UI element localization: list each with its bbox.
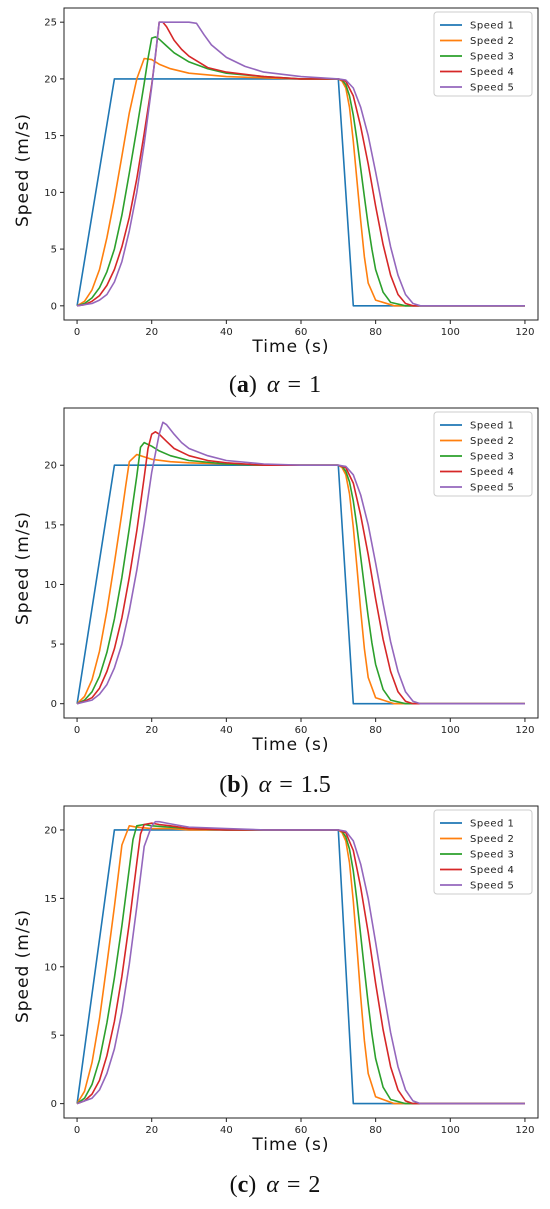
legend-label-3: Speed 3 — [470, 850, 514, 861]
chart-panel-c: 0 20 40 60 80 100 120 0 5 10 15 20 Time (s) Speed (m/… — [13, 805, 539, 1198]
x-tick-label: 20 — [145, 1125, 158, 1136]
x-axis-label: Time (s) — [251, 735, 329, 755]
legend-label-4: Speed 4 — [470, 865, 514, 876]
x-tick-label: 0 — [74, 327, 80, 338]
caption-equals: = — [279, 772, 293, 798]
x-axis-label: Time (s) — [251, 1135, 329, 1155]
x-axis-label: Time (s) — [251, 337, 329, 357]
legend-label-4: Speed 4 — [470, 467, 514, 478]
y-tick-label: 0 — [51, 301, 57, 312]
caption-paren-open: ( — [230, 1172, 238, 1198]
series-line-3 — [76, 36, 525, 307]
series-line-4 — [76, 822, 525, 1105]
y-tick-label: 0 — [51, 1099, 57, 1110]
series-line-5 — [76, 820, 525, 1105]
legend-label-5: Speed 5 — [470, 881, 514, 892]
x-tick-label: 120 — [515, 1125, 534, 1136]
legend: Speed 1 Speed 2 Speed 3 Speed 4 Speed 5 — [433, 411, 533, 497]
legend-box — [433, 809, 533, 895]
y-tick-label: 5 — [51, 245, 57, 256]
legend-label-1: Speed 1 — [470, 819, 514, 830]
y-tick-label: 15 — [44, 894, 57, 905]
legend-label-2: Speed 2 — [470, 36, 514, 47]
caption-equals: = — [287, 1172, 301, 1198]
legend-label-3: Speed 3 — [470, 52, 514, 63]
x-tick-label: 20 — [145, 327, 158, 338]
caption-paren-open: ( — [219, 772, 227, 798]
x-tick-label: 80 — [369, 1125, 382, 1136]
caption-paren-close: ) — [241, 772, 249, 798]
caption-param: α — [267, 372, 280, 398]
y-axis-label: Speed (m/s) — [13, 909, 33, 1023]
caption-letter: a — [237, 372, 249, 398]
x-tick-label: 80 — [369, 327, 382, 338]
x-tick-label: 60 — [295, 1125, 308, 1136]
series-line-4 — [76, 430, 525, 705]
y-tick-label: 15 — [44, 520, 57, 531]
panel-caption: (c) α = 2 — [230, 1172, 321, 1198]
caption-param: α — [266, 1172, 279, 1198]
y-tick-label: 15 — [44, 131, 57, 142]
caption-param: α — [259, 772, 272, 798]
caption-letter: c — [238, 1172, 249, 1198]
y-tick-label: 5 — [51, 1031, 57, 1042]
caption-equals: = — [288, 372, 302, 398]
caption-letter: b — [227, 772, 240, 798]
y-tick-label: 0 — [51, 699, 57, 710]
legend-label-4: Speed 4 — [470, 67, 514, 78]
legend: Speed 1 Speed 2 Speed 3 Speed 4 Speed 5 — [433, 11, 533, 97]
caption-paren-close: ) — [249, 372, 257, 398]
x-tick-label: 120 — [515, 327, 534, 338]
series-line-4 — [76, 21, 525, 307]
x-tick-label: 100 — [441, 327, 460, 338]
x-tick-label: 60 — [295, 327, 308, 338]
x-tick-label: 40 — [220, 327, 233, 338]
legend-label-3: Speed 3 — [470, 452, 514, 463]
y-axis-label: Speed (m/s) — [13, 511, 33, 625]
y-tick-label: 20 — [44, 74, 57, 85]
series-line-2 — [76, 57, 525, 307]
y-tick-label: 5 — [51, 640, 57, 651]
legend-label-5: Speed 5 — [470, 483, 514, 494]
x-tick-label: 40 — [220, 1125, 233, 1136]
legend-box — [433, 411, 533, 497]
legend-label-2: Speed 2 — [470, 834, 514, 845]
series-line-5 — [76, 21, 525, 307]
legend-label-5: Speed 5 — [470, 83, 514, 94]
caption-value: 1.5 — [301, 772, 331, 798]
x-tick-label: 0 — [74, 1125, 80, 1136]
panel-caption: (a) α = 1 — [229, 372, 321, 398]
x-tick-label: 80 — [369, 725, 382, 736]
y-tick-label: 10 — [44, 188, 57, 199]
series-line-5 — [76, 421, 525, 705]
legend: Speed 1 Speed 2 Speed 3 Speed 4 Speed 5 — [433, 809, 533, 895]
y-tick-label: 20 — [44, 461, 57, 472]
caption-value: 2 — [308, 1172, 320, 1198]
caption-paren-close: ) — [248, 1172, 256, 1198]
x-tick-label: 60 — [295, 725, 308, 736]
x-tick-label: 100 — [441, 725, 460, 736]
legend-label-2: Speed 2 — [470, 436, 514, 447]
caption-value: 1 — [309, 372, 321, 398]
y-axis-label: Speed (m/s) — [13, 113, 33, 227]
legend-label-1: Speed 1 — [470, 21, 514, 32]
chart-panel-b: 0 20 40 60 80 100 120 0 5 10 15 20 Time (s) Speed (m/… — [13, 407, 539, 798]
y-tick-label: 20 — [44, 825, 57, 836]
y-tick-label: 10 — [44, 962, 57, 973]
x-tick-label: 40 — [220, 725, 233, 736]
x-tick-label: 100 — [441, 1125, 460, 1136]
chart-panel-a: 0 20 40 60 80 100 120 0 5 10 15 20 25 Time (s) Speed (… — [13, 7, 539, 398]
caption-paren-open: ( — [229, 372, 237, 398]
x-tick-label: 20 — [145, 725, 158, 736]
y-tick-label: 25 — [44, 18, 57, 29]
legend-box — [433, 11, 533, 97]
panel-caption: (b) α = 1.5 — [219, 772, 331, 798]
legend-label-1: Speed 1 — [470, 421, 514, 432]
x-tick-label: 0 — [74, 725, 80, 736]
x-tick-label: 120 — [515, 725, 534, 736]
y-tick-label: 10 — [44, 580, 57, 591]
